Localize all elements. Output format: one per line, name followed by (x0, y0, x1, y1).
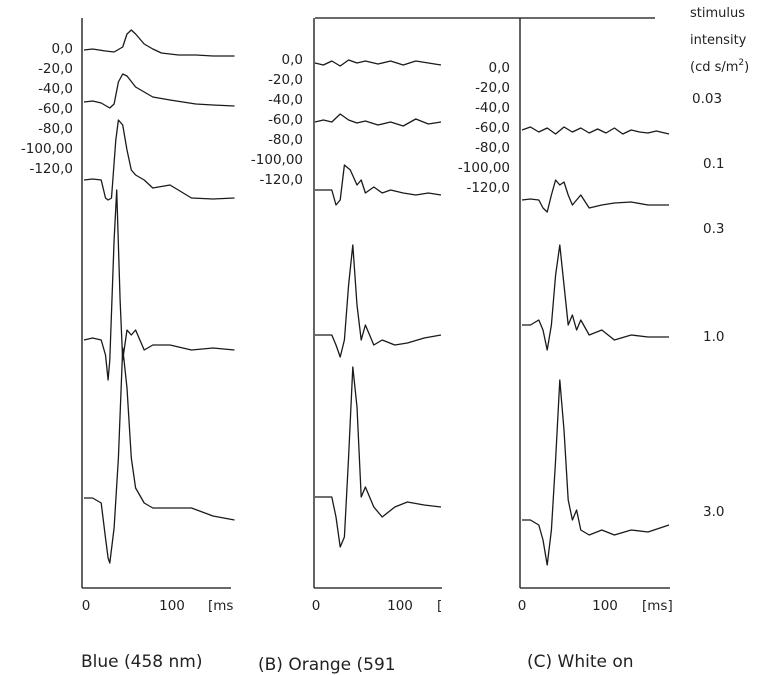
panel-c-trace-3 (522, 244, 669, 351)
intensity-unit-exponent: 2 (738, 58, 744, 68)
panel-b-trace-2 (314, 113, 442, 127)
panel-a-traces (83, 29, 235, 564)
intensity-unit-close: ) (744, 60, 749, 75)
intensity-label: 3.0 (703, 504, 724, 520)
panel-b-amplitude-label: -120,0 (259, 172, 303, 188)
panel-c-x-tick-label: 100 (592, 598, 618, 614)
panel-c-amplitude-label: -60,0 (475, 120, 510, 136)
panel-b-x-tick-label: 100 (387, 598, 413, 614)
panel-c: 0,0 -20,0 -40,0 -60,0 -80,0 -100,00 -120… (315, 17, 673, 672)
panel-a-trace-3 (83, 119, 235, 201)
panel-c-trace-4 (522, 379, 670, 566)
panel-b-x-tick-labels: 0 100 [ (312, 598, 443, 614)
panel-c-trace-1 (521, 126, 670, 135)
panel-a-amplitude-label: -100,00 (21, 141, 73, 157)
panel-a-amplitude-label: -20,0 (38, 61, 73, 77)
panel-a-x-tick-label: 0 (82, 598, 91, 614)
panel-b: 0,0 -20,0 -40,0 -60,0 -80,0 -100,00 -120… (251, 18, 442, 675)
intensity-header-line: (cd s/m2) (690, 58, 749, 75)
panel-c-caption: (C) White on (527, 652, 634, 672)
intensity-header-line: intensity (690, 33, 747, 48)
panel-b-trace-3 (315, 164, 442, 206)
panel-a-amplitude-label: 0,0 (52, 41, 73, 57)
panel-b-amplitude-label: -60,0 (268, 112, 303, 128)
panel-b-amplitude-label: -40,0 (268, 92, 303, 108)
panel-b-amplitude-label: -80,0 (268, 132, 303, 148)
panel-c-amplitude-labels: 0,0 -20,0 -40,0 -60,0 -80,0 -100,00 -120… (458, 60, 510, 196)
panel-c-trace-2 (521, 179, 669, 213)
panel-b-amplitude-label: -100,00 (251, 152, 303, 168)
panel-a-x-tick-labels: 0 100 [ms (82, 598, 234, 614)
panel-c-traces (521, 126, 670, 566)
intensity-unit: (cd s/m (690, 60, 738, 75)
panel-c-amplitude-label: -80,0 (475, 140, 510, 156)
intensity-header-line: stimulus (690, 6, 745, 21)
panel-c-amplitude-label: -40,0 (475, 100, 510, 116)
panel-a-amplitude-labels: 0,0 -20,0 -40,0 -60,0 -80,0 -100,00 -120… (21, 41, 73, 177)
panel-a-amplitude-label: -40,0 (38, 81, 73, 97)
panel-b-trace-5 (315, 366, 442, 548)
panel-c-x-tick-label: [ms] (642, 598, 673, 614)
panel-b-amplitude-label: -20,0 (268, 72, 303, 88)
panel-a: 0,0 -20,0 -40,0 -60,0 -80,0 -100,00 -120… (21, 18, 235, 672)
panel-b-x-tick-label: [ (437, 598, 442, 614)
panel-b-traces (314, 59, 442, 548)
panel-c-amplitude-label: -100,00 (458, 160, 510, 176)
panel-c-amplitude-label: -120,0 (466, 180, 510, 196)
intensity-label: 1.0 (703, 329, 724, 345)
panel-a-trace-2 (83, 73, 235, 109)
intensity-label: 0.03 (692, 91, 722, 107)
intensity-label: 0.1 (703, 156, 724, 172)
panel-a-trace-4 (83, 189, 235, 381)
panel-a-amplitude-label: -80,0 (38, 121, 73, 137)
panel-b-trace-4 (315, 244, 442, 358)
panel-a-trace-1 (83, 29, 235, 57)
intensity-label: 0.3 (703, 221, 724, 237)
stimulus-intensity-legend: stimulus intensity (cd s/m2) 0.03 0.1 0.… (690, 6, 749, 520)
panel-a-amplitude-label: -120,0 (29, 161, 73, 177)
panel-a-trace-5 (84, 347, 235, 564)
panel-c-amplitude-label: -20,0 (475, 80, 510, 96)
panel-c-x-tick-labels: 0 100 [ms] (518, 598, 673, 614)
panel-b-amplitude-label: 0,0 (282, 52, 303, 68)
panel-a-x-tick-label: 100 (159, 598, 185, 614)
panel-a-x-tick-label: [ms (208, 598, 233, 614)
panel-c-amplitude-label: 0,0 (489, 60, 510, 76)
panel-b-x-tick-label: 0 (312, 598, 321, 614)
panel-b-amplitude-labels: 0,0 -20,0 -40,0 -60,0 -80,0 -100,00 -120… (251, 52, 303, 188)
panel-b-trace-1 (314, 59, 442, 67)
panel-a-caption: Blue (458 nm) (81, 652, 202, 672)
panel-c-x-tick-label: 0 (518, 598, 527, 614)
panel-a-amplitude-label: -60,0 (38, 101, 73, 117)
panel-b-caption: (B) Orange (591 (258, 655, 396, 675)
